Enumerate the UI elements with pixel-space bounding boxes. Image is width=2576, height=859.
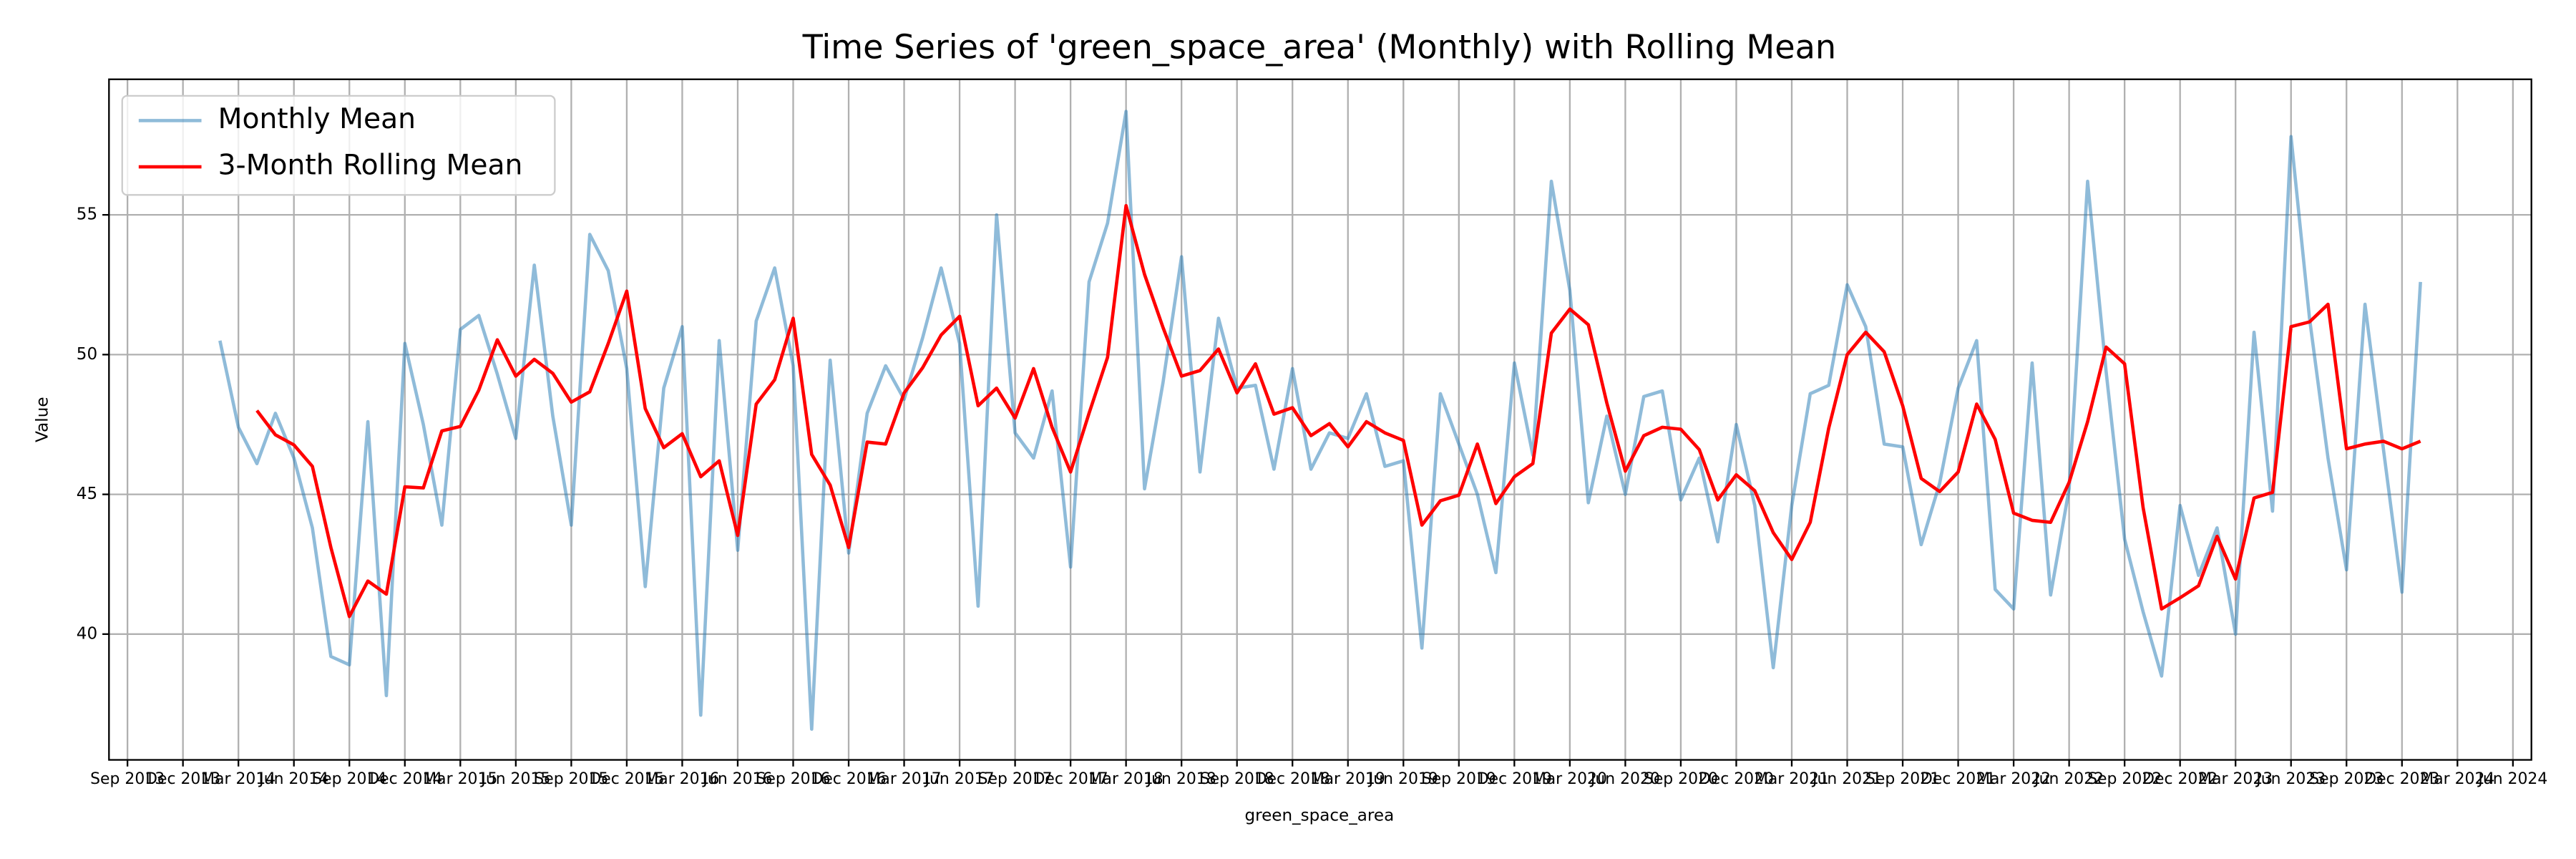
x-tick-label: Jun 2020 [1589,770,1660,788]
legend-box [121,94,556,196]
x-tick-label: Mar 2021 [1755,770,1829,788]
x-tick-label: Mar 2023 [2198,770,2273,788]
chart-title: Time Series of 'green_space_area' (Month… [802,28,1837,67]
x-tick-label: Mar 2016 [645,770,719,788]
x-tick-label: Dec 2018 [1255,770,1330,788]
x-tick-label: Sep 2019 [1422,770,1496,788]
x-tick-label: Jun 2022 [2033,770,2104,788]
x-tick-label: Dec 2020 [1699,770,1774,788]
x-tick-label: Sep 2020 [1644,770,1718,788]
x-tick-label: Mar 2017 [867,770,942,788]
x-tick-label: Mar 2015 [423,770,497,788]
x-tick-label: Sep 2022 [2087,770,2162,788]
x-tick-label: Jun 2018 [1146,770,1216,788]
x-tick-label: Mar 2019 [1311,770,1385,788]
x-tick-label: Dec 2023 [2364,770,2439,788]
legend-label: 3-Month Rolling Mean [218,150,523,182]
y-tick-label: 55 [77,205,97,224]
plot-frame [108,78,2532,761]
x-tick-label: Mar 2014 [201,770,275,788]
x-tick-label: Jun 2016 [701,770,772,788]
x-tick-label: Sep 2021 [1865,770,1940,788]
x-tick-label: Jun 2021 [1811,770,1882,788]
x-tick-label: Jun 2017 [924,770,995,788]
x-tick-label: Dec 2017 [1033,770,1108,788]
x-tick-label: Mar 2020 [1533,770,1607,788]
x-tick-label: Mar 2024 [2420,770,2494,788]
x-tick-label: Sep 2023 [2309,770,2384,788]
x-tick-label: Jun 2019 [1367,770,1438,788]
x-axis-label: green_space_area [1244,807,1394,825]
x-tick-label: Jun 2024 [2477,770,2547,788]
y-tick-label: 40 [77,624,97,643]
x-tick-label: Dec 2021 [1921,770,1996,788]
x-tick-label: Sep 2018 [1200,770,1274,788]
x-tick-label: Mar 2022 [1976,770,2051,788]
x-tick-label: Jun 2015 [479,770,550,788]
y-axis-label: Value [34,397,52,442]
x-tick-label: Sep 2017 [978,770,1053,788]
y-tick-label: 50 [77,345,97,364]
legend-label: Monthly Mean [218,103,416,135]
x-tick-label: Jun 2023 [2255,770,2326,788]
series-line [255,203,2421,618]
x-tick-label: Jun 2014 [258,770,328,788]
x-tick-label: Dec 2022 [2142,770,2218,788]
x-tick-label: Sep 2016 [756,770,830,788]
x-tick-label: Sep 2015 [534,770,608,788]
x-tick-label: Dec 2014 [367,770,442,788]
x-tick-label: Sep 2013 [90,770,165,788]
series-line [218,110,2422,731]
y-tick-label: 45 [77,485,97,503]
x-tick-label: Dec 2013 [145,770,220,788]
x-tick-label: Dec 2015 [589,770,664,788]
x-tick-label: Dec 2019 [1477,770,1552,788]
x-tick-label: Mar 2018 [1089,770,1163,788]
x-tick-label: Dec 2016 [811,770,886,788]
x-tick-label: Sep 2014 [312,770,386,788]
